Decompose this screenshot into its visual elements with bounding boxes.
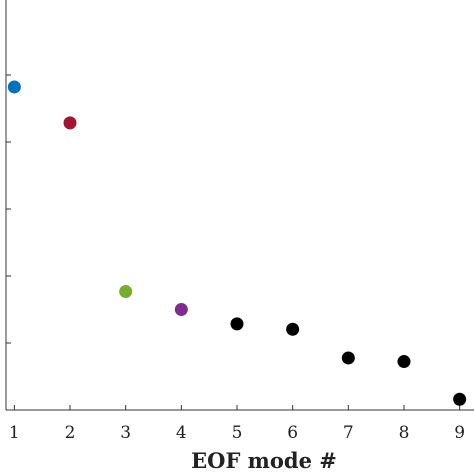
data-point-7 — [341, 351, 355, 365]
data-point-3 — [119, 285, 133, 299]
data-point-8 — [397, 355, 411, 369]
axes — [5, 0, 474, 411]
data-point-6 — [286, 322, 300, 336]
data-point-9 — [453, 392, 467, 406]
data-point-2 — [63, 116, 77, 130]
x-tick-label: 2 — [65, 423, 76, 443]
x-tick-label: 1 — [9, 423, 20, 443]
x-tick-label: 6 — [287, 423, 298, 443]
data-point-4 — [174, 303, 188, 316]
x-tick-label: 5 — [232, 423, 243, 443]
data-points — [7, 80, 467, 406]
x-ticks: 1 2 3 4 5 6 7 8 9 — [9, 405, 465, 443]
x-axis-title: EOF mode # — [191, 448, 337, 473]
data-point-1 — [7, 80, 21, 94]
y-ticks — [6, 74, 11, 411]
x-tick-label: 3 — [120, 423, 131, 443]
x-tick-label: 9 — [454, 423, 465, 443]
x-tick-label: 4 — [176, 423, 187, 443]
x-tick-label: 7 — [343, 423, 354, 443]
data-point-5 — [230, 317, 244, 331]
x-tick-label: 8 — [399, 423, 410, 443]
